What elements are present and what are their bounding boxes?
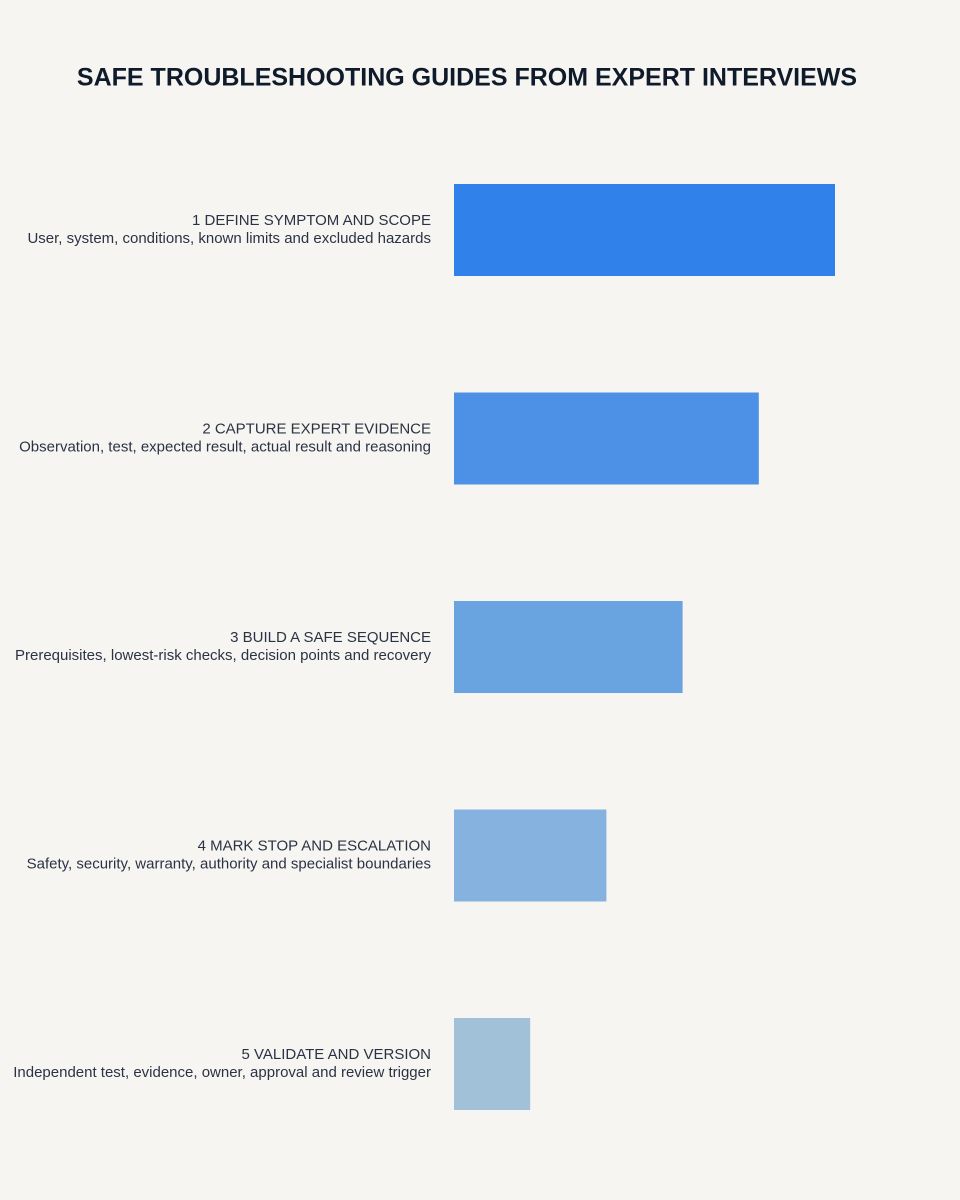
bar	[454, 601, 683, 693]
category-label: 1 DEFINE SYMPTOM AND SCOPE	[192, 212, 431, 229]
category-description: User, system, conditions, known limits a…	[27, 230, 431, 247]
bar	[454, 809, 607, 902]
category-label: 4 MARK STOP AND ESCALATION	[198, 837, 431, 854]
bar	[454, 184, 835, 276]
category-description: Safety, security, warranty, authority an…	[27, 855, 431, 872]
category-label: 5 VALIDATE AND VERSION	[242, 1046, 432, 1063]
category-description: Observation, test, expected result, actu…	[19, 438, 431, 455]
category-description: Independent test, evidence, owner, appro…	[13, 1064, 431, 1081]
bar	[454, 392, 759, 485]
category-description: Prerequisites, lowest-risk checks, decis…	[15, 647, 432, 664]
category-label: 3 BUILD A SAFE SEQUENCE	[230, 629, 431, 646]
category-label: 2 CAPTURE EXPERT EVIDENCE	[202, 420, 431, 437]
chart-title: SAFE TROUBLESHOOTING GUIDES FROM EXPERT …	[77, 64, 857, 92]
bar	[454, 1018, 531, 1110]
